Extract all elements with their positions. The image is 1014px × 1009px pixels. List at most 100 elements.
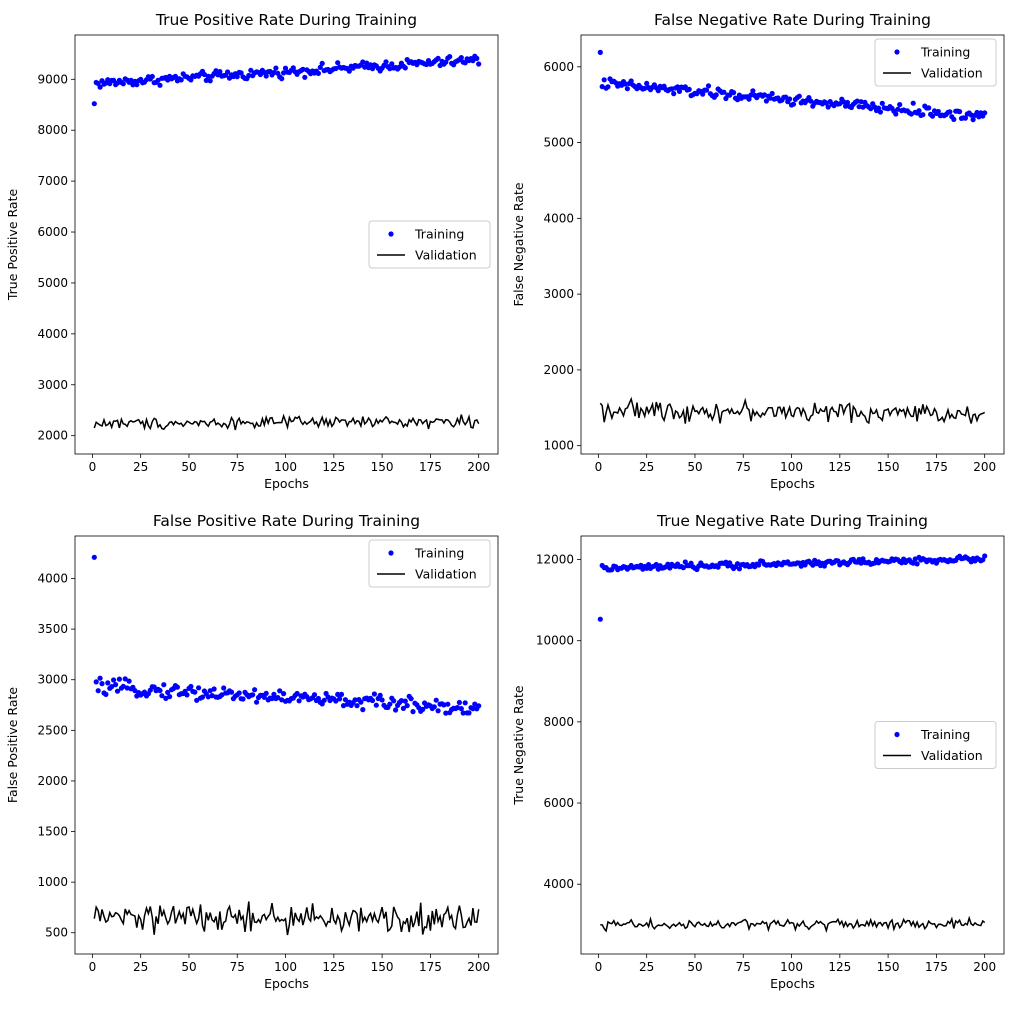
x-tick-label: 125 xyxy=(322,460,345,474)
x-axis-label: Epochs xyxy=(264,476,309,491)
data-point-training xyxy=(456,699,462,706)
x-tick-label: 0 xyxy=(595,960,603,974)
data-point-training xyxy=(731,90,737,96)
data-point-training xyxy=(105,680,111,686)
y-axis-label: True Positive Rate xyxy=(5,189,20,302)
data-point-training xyxy=(410,709,416,715)
data-point-training xyxy=(172,73,178,79)
data-point-training xyxy=(167,694,173,700)
data-point-training xyxy=(335,691,341,698)
data-point-training xyxy=(205,73,211,79)
data-point-training xyxy=(352,697,358,703)
data-point-training xyxy=(396,64,403,70)
data-point-training xyxy=(860,104,866,110)
data-point-training xyxy=(756,562,762,568)
data-point-training xyxy=(445,701,451,707)
legend-label: Training xyxy=(920,45,970,60)
data-point-training xyxy=(642,85,648,91)
data-point-training xyxy=(705,83,712,89)
data-point-training xyxy=(126,678,132,684)
data-point-training xyxy=(783,94,789,100)
data-point-training xyxy=(767,95,773,101)
legend: Training Validation xyxy=(874,38,997,87)
data-point-training xyxy=(680,565,687,571)
data-point-training xyxy=(653,561,659,568)
data-point-training xyxy=(844,99,851,106)
data-point-training xyxy=(201,71,207,78)
data-point-training xyxy=(184,692,190,698)
data-point-training xyxy=(605,84,611,90)
data-point-training xyxy=(408,696,414,702)
data-point-training xyxy=(122,676,128,682)
data-point-training xyxy=(290,65,296,71)
data-point-training xyxy=(402,698,408,704)
data-point-training xyxy=(929,113,936,119)
x-axis-label: Epochs xyxy=(770,976,815,991)
data-point-training xyxy=(935,108,941,115)
x-tick-label: 25 xyxy=(639,460,654,474)
x-tick-label: 75 xyxy=(230,960,245,974)
data-point-training xyxy=(263,73,269,79)
x-tick-label: 200 xyxy=(973,460,996,474)
data-point-training xyxy=(443,710,449,716)
y-tick-label: 9000 xyxy=(37,72,68,86)
data-point-training xyxy=(165,689,171,696)
chart-panel-1: True Positive Rate During Training 0 25 50 7… xyxy=(5,11,499,491)
y-axis-label: True Negative Rate xyxy=(511,685,526,806)
x-tick-label: 150 xyxy=(371,960,394,974)
data-point-training xyxy=(369,697,376,704)
x-tick-label: 75 xyxy=(736,460,751,474)
y-tick-label: 4000 xyxy=(37,572,68,586)
axes-frame xyxy=(580,535,1005,955)
data-point-training xyxy=(257,71,263,78)
data-point-training xyxy=(748,92,754,98)
x-tick-label: 175 xyxy=(925,960,948,974)
data-point-training xyxy=(808,98,814,104)
data-point-training xyxy=(644,80,650,86)
x-axis-label: Epochs xyxy=(264,976,309,991)
data-point-training xyxy=(275,695,281,701)
data-point-training xyxy=(246,72,252,79)
x-tick-label: 125 xyxy=(828,960,851,974)
data-point-training xyxy=(837,101,843,107)
y-tick-label: 3000 xyxy=(37,378,68,392)
data-point-training xyxy=(974,109,980,116)
data-point-training xyxy=(317,64,323,70)
data-point-training xyxy=(93,679,99,685)
y-tick-label: 2000 xyxy=(543,363,574,377)
data-point-training xyxy=(149,73,155,80)
x-tick-label: 75 xyxy=(736,960,751,974)
data-point-training xyxy=(787,96,793,102)
y-tick-label: 1500 xyxy=(37,825,68,839)
data-point-training xyxy=(458,55,464,61)
data-point-training xyxy=(466,710,472,716)
chart-title: True Positive Rate During Training xyxy=(155,11,417,29)
legend-label: Training xyxy=(414,227,464,242)
data-point-training xyxy=(877,109,884,115)
plot-area xyxy=(91,53,482,431)
x-tick-label: 200 xyxy=(467,460,490,474)
data-point-training xyxy=(240,696,246,702)
plot-area xyxy=(597,49,988,425)
legend-label: Validation xyxy=(415,567,477,582)
data-point-training xyxy=(360,59,366,65)
data-point-training xyxy=(354,703,360,709)
legend-label: Validation xyxy=(921,66,983,81)
data-point-training xyxy=(269,695,275,702)
legend-box xyxy=(368,220,491,269)
x-tick-label: 125 xyxy=(828,460,851,474)
data-point-training xyxy=(790,101,797,107)
data-point-training xyxy=(686,86,692,92)
data-point-training xyxy=(460,710,466,716)
data-point-training xyxy=(854,98,860,104)
y-tick-label: 1000 xyxy=(37,875,68,889)
data-point-training xyxy=(196,685,202,691)
y-axis-label: False Positive Rate xyxy=(5,687,20,803)
series-line-validation xyxy=(93,413,480,431)
data-point-training xyxy=(333,698,339,704)
x-tick-label: 125 xyxy=(322,960,345,974)
y-tick-label: 6000 xyxy=(37,225,68,239)
data-point-training xyxy=(109,684,115,690)
legend: Training Validation xyxy=(874,721,997,769)
